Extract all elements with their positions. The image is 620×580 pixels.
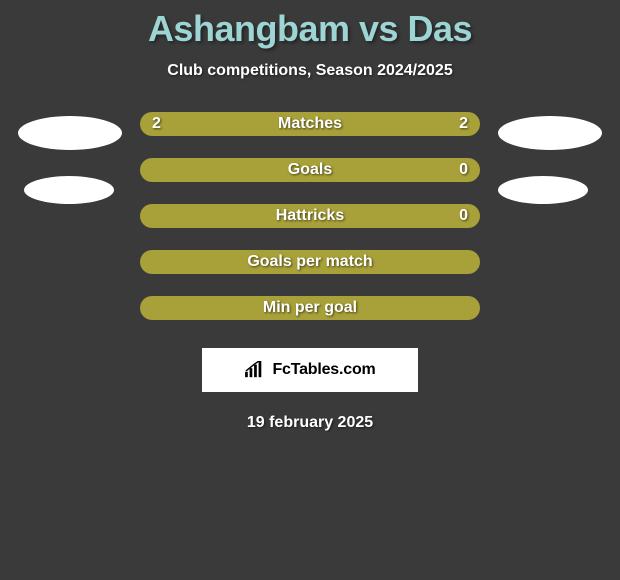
- date-text: 19 february 2025: [247, 414, 373, 432]
- stat-label: Hattricks: [276, 207, 344, 225]
- stat-value-right: 0: [459, 161, 468, 179]
- player-oval-right-1: [498, 116, 602, 150]
- right-ovals: [498, 112, 602, 204]
- subtitle: Club competitions, Season 2024/2025: [167, 62, 452, 80]
- brand-text: FcTables.com: [272, 361, 375, 379]
- brand-box[interactable]: FcTables.com: [202, 348, 418, 392]
- stat-bar: 2 Matches 2: [140, 112, 480, 136]
- stats-area: 2 Matches 2 Goals 0 Hattricks 0 Goals per match…: [0, 112, 620, 320]
- stat-bar: Goals 0: [140, 158, 480, 182]
- stat-value-right: 0: [459, 207, 468, 225]
- stat-value-left: 2: [152, 115, 161, 133]
- left-ovals: [18, 112, 122, 204]
- player-oval-left-2: [24, 176, 114, 204]
- stat-bar: Hattricks 0: [140, 204, 480, 228]
- chart-icon: [244, 361, 266, 379]
- page-title: Ashangbam vs Das: [148, 8, 472, 50]
- root: Ashangbam vs Das Club competitions, Seas…: [0, 0, 620, 432]
- stat-label: Goals per match: [247, 253, 372, 271]
- stat-label: Min per goal: [263, 299, 357, 317]
- stat-bars: 2 Matches 2 Goals 0 Hattricks 0 Goals per match…: [140, 112, 480, 320]
- stat-bar: Min per goal: [140, 296, 480, 320]
- player-oval-left-1: [18, 116, 122, 150]
- stat-label: Goals: [288, 161, 332, 179]
- stat-bar: Goals per match: [140, 250, 480, 274]
- stat-label: Matches: [278, 115, 342, 133]
- player-oval-right-2: [498, 176, 588, 204]
- stat-value-right: 2: [459, 115, 468, 133]
